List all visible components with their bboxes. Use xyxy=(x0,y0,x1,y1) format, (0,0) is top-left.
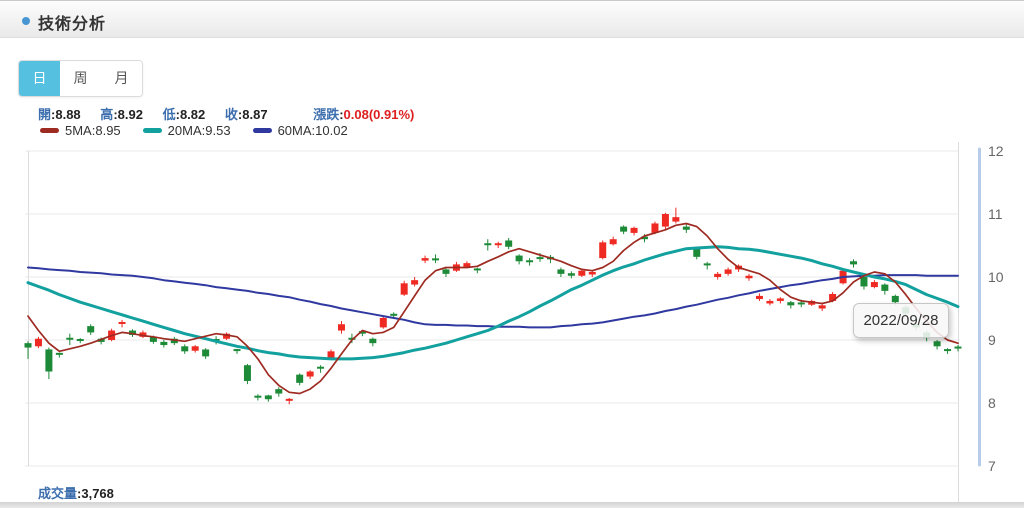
volume-section-edge xyxy=(0,502,1024,508)
ohlc-stats-row: 開:8.88 高:8.92 低:8.82 收:8.87 漲跌:0.08(0.91… xyxy=(38,104,414,123)
date-tooltip: 2022/09/28 xyxy=(853,303,949,338)
tab-day[interactable]: 日 xyxy=(19,61,60,96)
ma20-line-swatch xyxy=(142,128,162,133)
svg-text:8: 8 xyxy=(988,395,996,411)
ma-legend: 5MA:8.95 20MA:9.53 60MA:10.02 xyxy=(40,123,370,138)
bullet-icon xyxy=(22,17,30,25)
svg-text:11: 11 xyxy=(988,206,1003,222)
tab-month[interactable]: 月 xyxy=(101,61,142,96)
tab-week[interactable]: 周 xyxy=(60,61,101,96)
high-stat: 高:8.92 xyxy=(100,107,143,122)
legend-ma60: 60MA:10.02 xyxy=(252,123,348,138)
period-tab-group: 日 周 月 xyxy=(18,60,143,97)
legend-ma5: 5MA:8.95 xyxy=(40,123,121,138)
close-stat: 收:8.87 xyxy=(224,107,268,122)
svg-text:7: 7 xyxy=(988,458,996,474)
change-stat: 漲跌:0.08(0.91%) xyxy=(313,107,415,122)
page-title: 技術分析 xyxy=(38,16,107,33)
ma60-line-swatch xyxy=(252,128,272,133)
legend-ma20: 20MA:9.53 xyxy=(142,123,231,138)
svg-text:10: 10 xyxy=(988,269,1004,285)
open-stat: 開:8.88 xyxy=(38,107,81,122)
ma5-line-swatch xyxy=(40,128,59,133)
tooltip-date: 2022/09/28 xyxy=(863,312,939,329)
candlestick-chart[interactable]: 12 11 10 9 8 7 xyxy=(0,140,1024,508)
volume-row: 成交量:3,768 xyxy=(38,486,114,501)
section-header: 技術分析 xyxy=(0,0,1024,38)
svg-text:12: 12 xyxy=(988,143,1004,159)
svg-text:9: 9 xyxy=(988,332,996,348)
low-stat: 低:8.82 xyxy=(162,107,206,122)
